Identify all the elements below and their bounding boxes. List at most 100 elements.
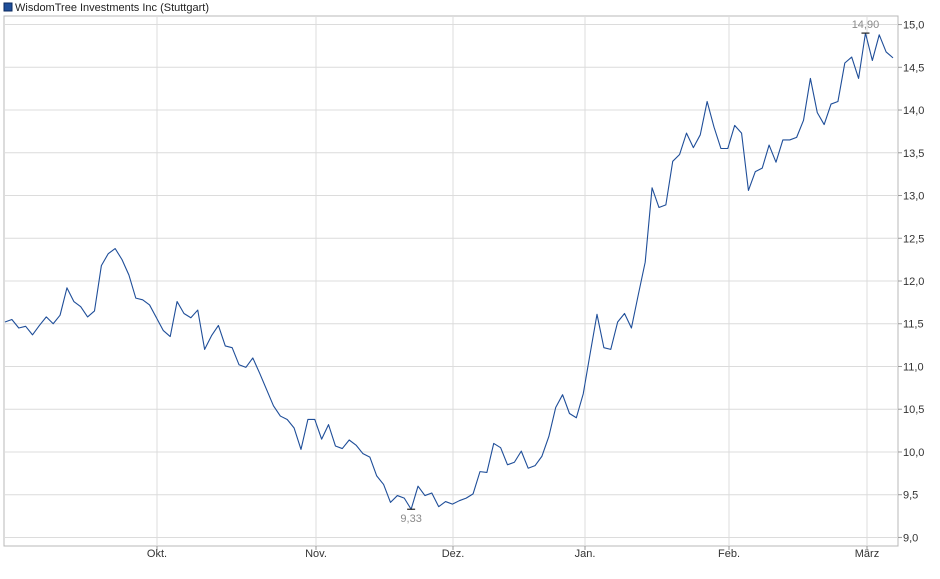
data-point	[32, 334, 33, 335]
data-point	[232, 347, 233, 348]
x-tick-label: Jan.	[575, 548, 596, 560]
data-point	[121, 259, 122, 260]
data-point	[362, 453, 363, 454]
data-point	[142, 299, 143, 300]
y-tick-label: 14,0	[903, 105, 924, 117]
data-point	[25, 326, 26, 327]
data-point	[452, 504, 453, 505]
data-point	[892, 57, 893, 58]
data-point	[672, 161, 673, 162]
data-point	[321, 439, 322, 440]
data-point	[273, 405, 274, 406]
data-point	[610, 349, 611, 350]
data-point	[280, 415, 281, 416]
data-point	[259, 373, 260, 374]
data-point	[46, 316, 47, 317]
data-point	[679, 154, 680, 155]
data-point	[796, 137, 797, 138]
data-point	[693, 147, 694, 148]
data-point	[328, 424, 329, 425]
data-point	[383, 484, 384, 485]
data-point	[844, 62, 845, 63]
data-point	[789, 139, 790, 140]
y-tick-label: 11,5	[903, 319, 924, 331]
data-point	[830, 103, 831, 104]
data-point	[479, 471, 480, 472]
data-point	[390, 502, 391, 503]
max-label: 14,90	[852, 19, 880, 31]
data-point	[376, 475, 377, 476]
data-point	[555, 407, 556, 408]
data-point	[349, 439, 350, 440]
data-point	[4, 321, 5, 322]
x-tick-label: Okt.	[147, 548, 167, 560]
data-point	[768, 144, 769, 145]
data-point	[80, 306, 81, 307]
data-point	[507, 464, 508, 465]
data-point	[266, 389, 267, 390]
data-point	[741, 133, 742, 134]
data-point	[514, 462, 515, 463]
data-point	[500, 447, 501, 448]
data-point	[53, 323, 54, 324]
data-point	[617, 321, 618, 322]
data-point	[101, 265, 102, 266]
data-point	[645, 262, 646, 263]
legend-swatch	[3, 2, 13, 12]
data-point	[115, 248, 116, 249]
data-point	[225, 345, 226, 346]
data-point	[445, 501, 446, 502]
data-point	[665, 204, 666, 205]
data-point	[886, 51, 887, 52]
data-point	[872, 60, 873, 61]
data-point	[369, 457, 370, 458]
data-point	[486, 472, 487, 473]
data-point	[73, 301, 74, 302]
data-point	[775, 162, 776, 163]
min-label: 9,33	[400, 513, 421, 525]
data-point	[156, 317, 157, 318]
data-point	[631, 327, 632, 328]
y-tick-label: 15,0	[903, 20, 924, 32]
data-point	[837, 101, 838, 102]
data-point	[700, 134, 701, 135]
data-point	[686, 133, 687, 134]
data-point	[858, 78, 859, 79]
data-point	[596, 314, 597, 315]
data-point	[493, 443, 494, 444]
data-point	[851, 56, 852, 57]
x-tick-label: Dez.	[442, 548, 465, 560]
data-point	[734, 125, 735, 126]
data-point	[404, 498, 405, 499]
data-point	[59, 315, 60, 316]
data-point	[548, 436, 549, 437]
data-point	[720, 148, 721, 149]
data-point	[438, 506, 439, 507]
annotations: 14,90 9,33	[400, 19, 879, 525]
data-point	[782, 139, 783, 140]
x-tick-label: Nov.	[305, 548, 327, 560]
data-point	[817, 112, 818, 113]
y-tick-label: 10,5	[903, 404, 924, 416]
data-point	[218, 325, 219, 326]
data-point	[810, 78, 811, 79]
data-point	[245, 367, 246, 368]
data-point	[713, 127, 714, 128]
x-tick-label: Feb.	[718, 548, 740, 560]
data-point	[417, 486, 418, 487]
data-point	[176, 301, 177, 302]
data-point	[762, 168, 763, 169]
y-tick-label: 9,5	[903, 490, 918, 502]
data-point	[170, 336, 171, 337]
data-point	[163, 330, 164, 331]
data-point	[803, 120, 804, 121]
data-point	[335, 445, 336, 446]
data-point	[94, 310, 95, 311]
data-point	[204, 349, 205, 350]
data-point	[824, 124, 825, 125]
data-point	[528, 468, 529, 469]
data-point	[638, 294, 639, 295]
data-point	[424, 495, 425, 496]
data-point	[431, 492, 432, 493]
